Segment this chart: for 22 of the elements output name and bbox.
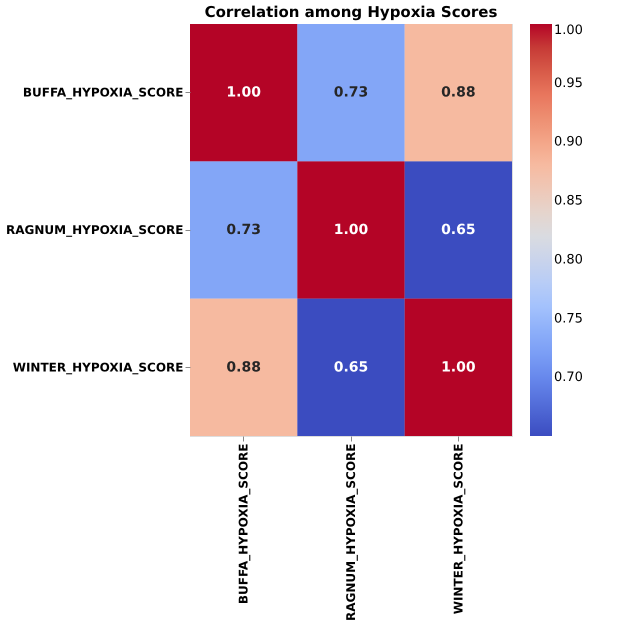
x-tick-label: WINTER_HYPOXIA_SCORE <box>451 444 466 614</box>
color-bar-label: 0.70 <box>554 370 583 386</box>
y-tick-label: BUFFA_HYPOXIA_SCORE <box>22 86 184 100</box>
data-label: 1.00 <box>334 222 369 238</box>
color-bar-label: 0.95 <box>554 76 583 91</box>
color-bar-label: 1.00 <box>554 23 583 38</box>
data-label: 0.73 <box>334 84 368 101</box>
data-label: 0.65 <box>441 222 476 238</box>
color-bar-label: 0.85 <box>554 194 583 209</box>
color-bar-label: 0.90 <box>554 134 583 150</box>
y-tick-label: WINTER_HYPOXIA_SCORE <box>12 360 184 374</box>
color-bar-label: 0.80 <box>554 252 583 268</box>
data-label: 0.73 <box>226 222 261 238</box>
data-label: 0.65 <box>334 359 368 376</box>
data-label: 1.00 <box>226 84 262 101</box>
data-label: 1.00 <box>441 359 476 376</box>
y-tick-label: RAGNUM_HYPOXIA_SCORE <box>6 223 184 237</box>
data-label: 0.88 <box>441 84 476 101</box>
chart-title: Correlation among Hypoxia Scores <box>204 3 498 21</box>
data-label: 0.88 <box>226 359 261 376</box>
x-tick-label: RAGNUM_HYPOXIA_SCORE <box>344 444 358 621</box>
color-bar-label: 0.75 <box>554 311 583 326</box>
